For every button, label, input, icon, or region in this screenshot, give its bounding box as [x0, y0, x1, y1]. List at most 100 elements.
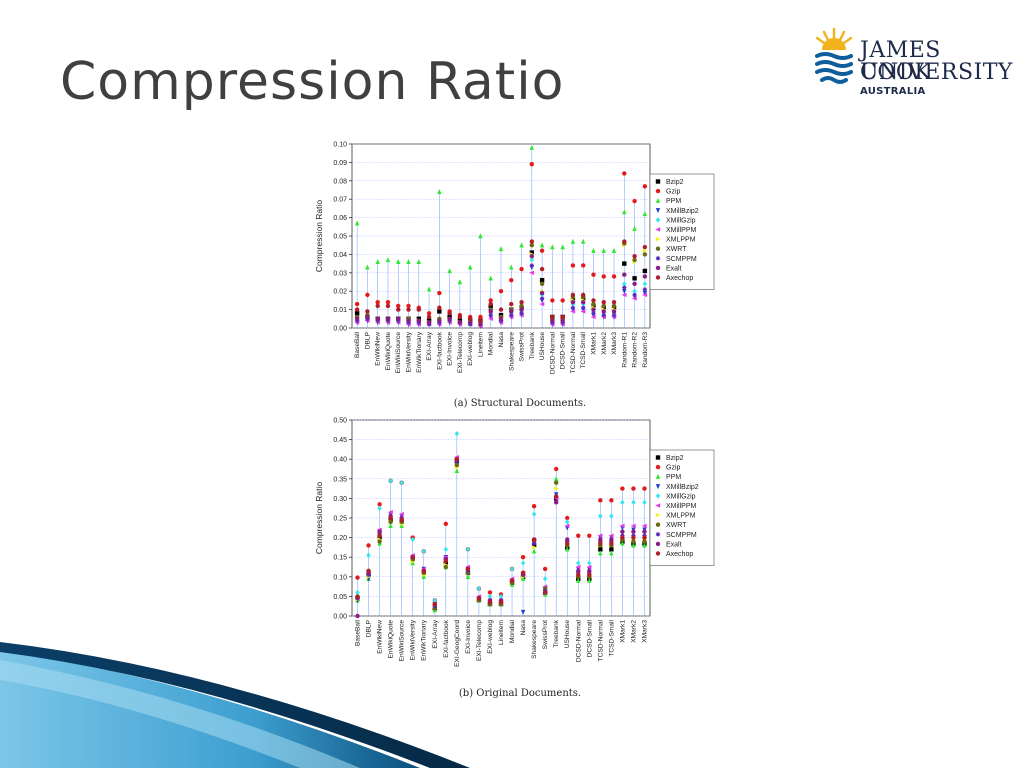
x-tick-label: EnWikTionary — [416, 331, 423, 372]
data-point — [622, 239, 627, 244]
y-axis-label: Compression Ratio — [314, 200, 324, 273]
original-documents-chart: 0.00 0.05 0.10 0.15 0.20 0.25 0.30 0.35 0.40 0.45… — [314, 418, 715, 667]
data-point — [564, 523, 570, 529]
data-point — [476, 596, 482, 601]
data-point — [488, 275, 493, 281]
x-tick-label: EXI-weblog — [467, 332, 474, 366]
data-point — [396, 316, 401, 321]
data-point — [531, 504, 537, 509]
x-tick-label: DCSD-Small — [586, 619, 593, 657]
data-point — [447, 268, 452, 274]
y-tick-label: 0.07 — [333, 197, 347, 204]
data-point — [642, 539, 647, 544]
legend-box — [649, 173, 715, 290]
series-axechop — [355, 457, 647, 607]
legend-label: Axechop — [666, 551, 693, 558]
legend-marker — [655, 484, 661, 490]
data-point — [447, 316, 452, 321]
data-point — [641, 523, 647, 529]
data-point — [437, 290, 442, 296]
data-point — [366, 552, 371, 558]
data-point — [553, 480, 559, 485]
data-point — [631, 499, 636, 506]
data-point — [509, 309, 514, 314]
data-point — [454, 468, 460, 474]
data-point — [399, 480, 404, 486]
data-point — [529, 250, 535, 255]
x-tick-label: XMark2 — [601, 332, 608, 355]
data-point — [642, 248, 648, 253]
x-tick-label: Random-R1 — [621, 332, 628, 368]
data-point — [590, 314, 596, 320]
y-tick-label: 0.00 — [333, 614, 347, 621]
data-point — [520, 570, 526, 576]
y-axis-label: Compression Ratio — [314, 482, 324, 555]
data-point — [550, 244, 555, 250]
data-point — [620, 535, 625, 540]
legend-box — [649, 449, 715, 566]
data-point — [377, 529, 382, 534]
legend-marker — [655, 541, 661, 547]
data-point — [619, 523, 625, 529]
data-point — [611, 300, 617, 305]
data-point — [539, 266, 545, 272]
data-point — [565, 546, 570, 552]
data-point — [598, 541, 603, 546]
legend-marker — [655, 188, 661, 194]
x-tick-label: TCSD-Small — [608, 619, 615, 656]
logo-country: AUSTRALIA — [860, 86, 926, 97]
legend-marker — [655, 246, 661, 251]
legend-marker — [655, 265, 661, 271]
x-tick-label: Shakespeare — [508, 332, 515, 371]
legend-label: XMillPPM — [666, 503, 697, 510]
series-exalt — [354, 254, 648, 327]
legend-marker — [655, 512, 661, 518]
data-point — [575, 564, 581, 570]
legend-marker — [655, 503, 661, 508]
x-tick-label: DCSD-Normal — [549, 331, 556, 374]
data-point — [587, 577, 592, 583]
data-point — [437, 309, 442, 314]
data-point — [581, 238, 586, 244]
data-point — [591, 301, 596, 307]
x-tick-label: EnWikiVersity — [410, 619, 417, 660]
legend-label: XMLPPM — [666, 237, 696, 244]
data-point — [591, 272, 596, 277]
data-point — [531, 537, 537, 542]
data-point — [553, 466, 559, 472]
data-point — [642, 535, 647, 540]
data-point — [520, 575, 526, 581]
data-point — [642, 244, 648, 250]
data-point — [375, 303, 380, 309]
data-point — [591, 247, 596, 253]
data-point — [487, 600, 493, 605]
x-tick-label: EXI-Telecomp — [457, 332, 464, 373]
legend-marker — [655, 208, 661, 214]
data-point — [601, 300, 606, 305]
data-point — [498, 600, 504, 605]
y-tick-label: 0.40 — [333, 457, 347, 464]
data-point — [457, 320, 463, 325]
legend-marker — [655, 493, 661, 499]
data-point — [622, 209, 627, 215]
data-point — [519, 303, 524, 309]
x-tick-label: XMark3 — [611, 332, 618, 355]
data-point — [570, 292, 576, 298]
logo-line-2: UNIVERSITY — [860, 60, 1013, 85]
data-point — [416, 307, 421, 312]
data-point — [565, 515, 570, 521]
data-point — [454, 431, 460, 437]
data-point — [377, 539, 382, 544]
x-tick-label: DCSD-Normal — [575, 619, 582, 662]
data-point — [642, 290, 648, 296]
legend-label: Bzip2 — [666, 455, 684, 462]
data-point — [632, 198, 637, 204]
data-point — [355, 575, 360, 580]
data-point — [565, 541, 570, 546]
data-point — [437, 318, 442, 323]
data-point — [529, 144, 535, 150]
y-tick-label: 0.20 — [333, 535, 347, 542]
data-point — [576, 577, 581, 583]
data-point — [553, 486, 559, 491]
x-tick-label: USHouse — [539, 332, 546, 361]
